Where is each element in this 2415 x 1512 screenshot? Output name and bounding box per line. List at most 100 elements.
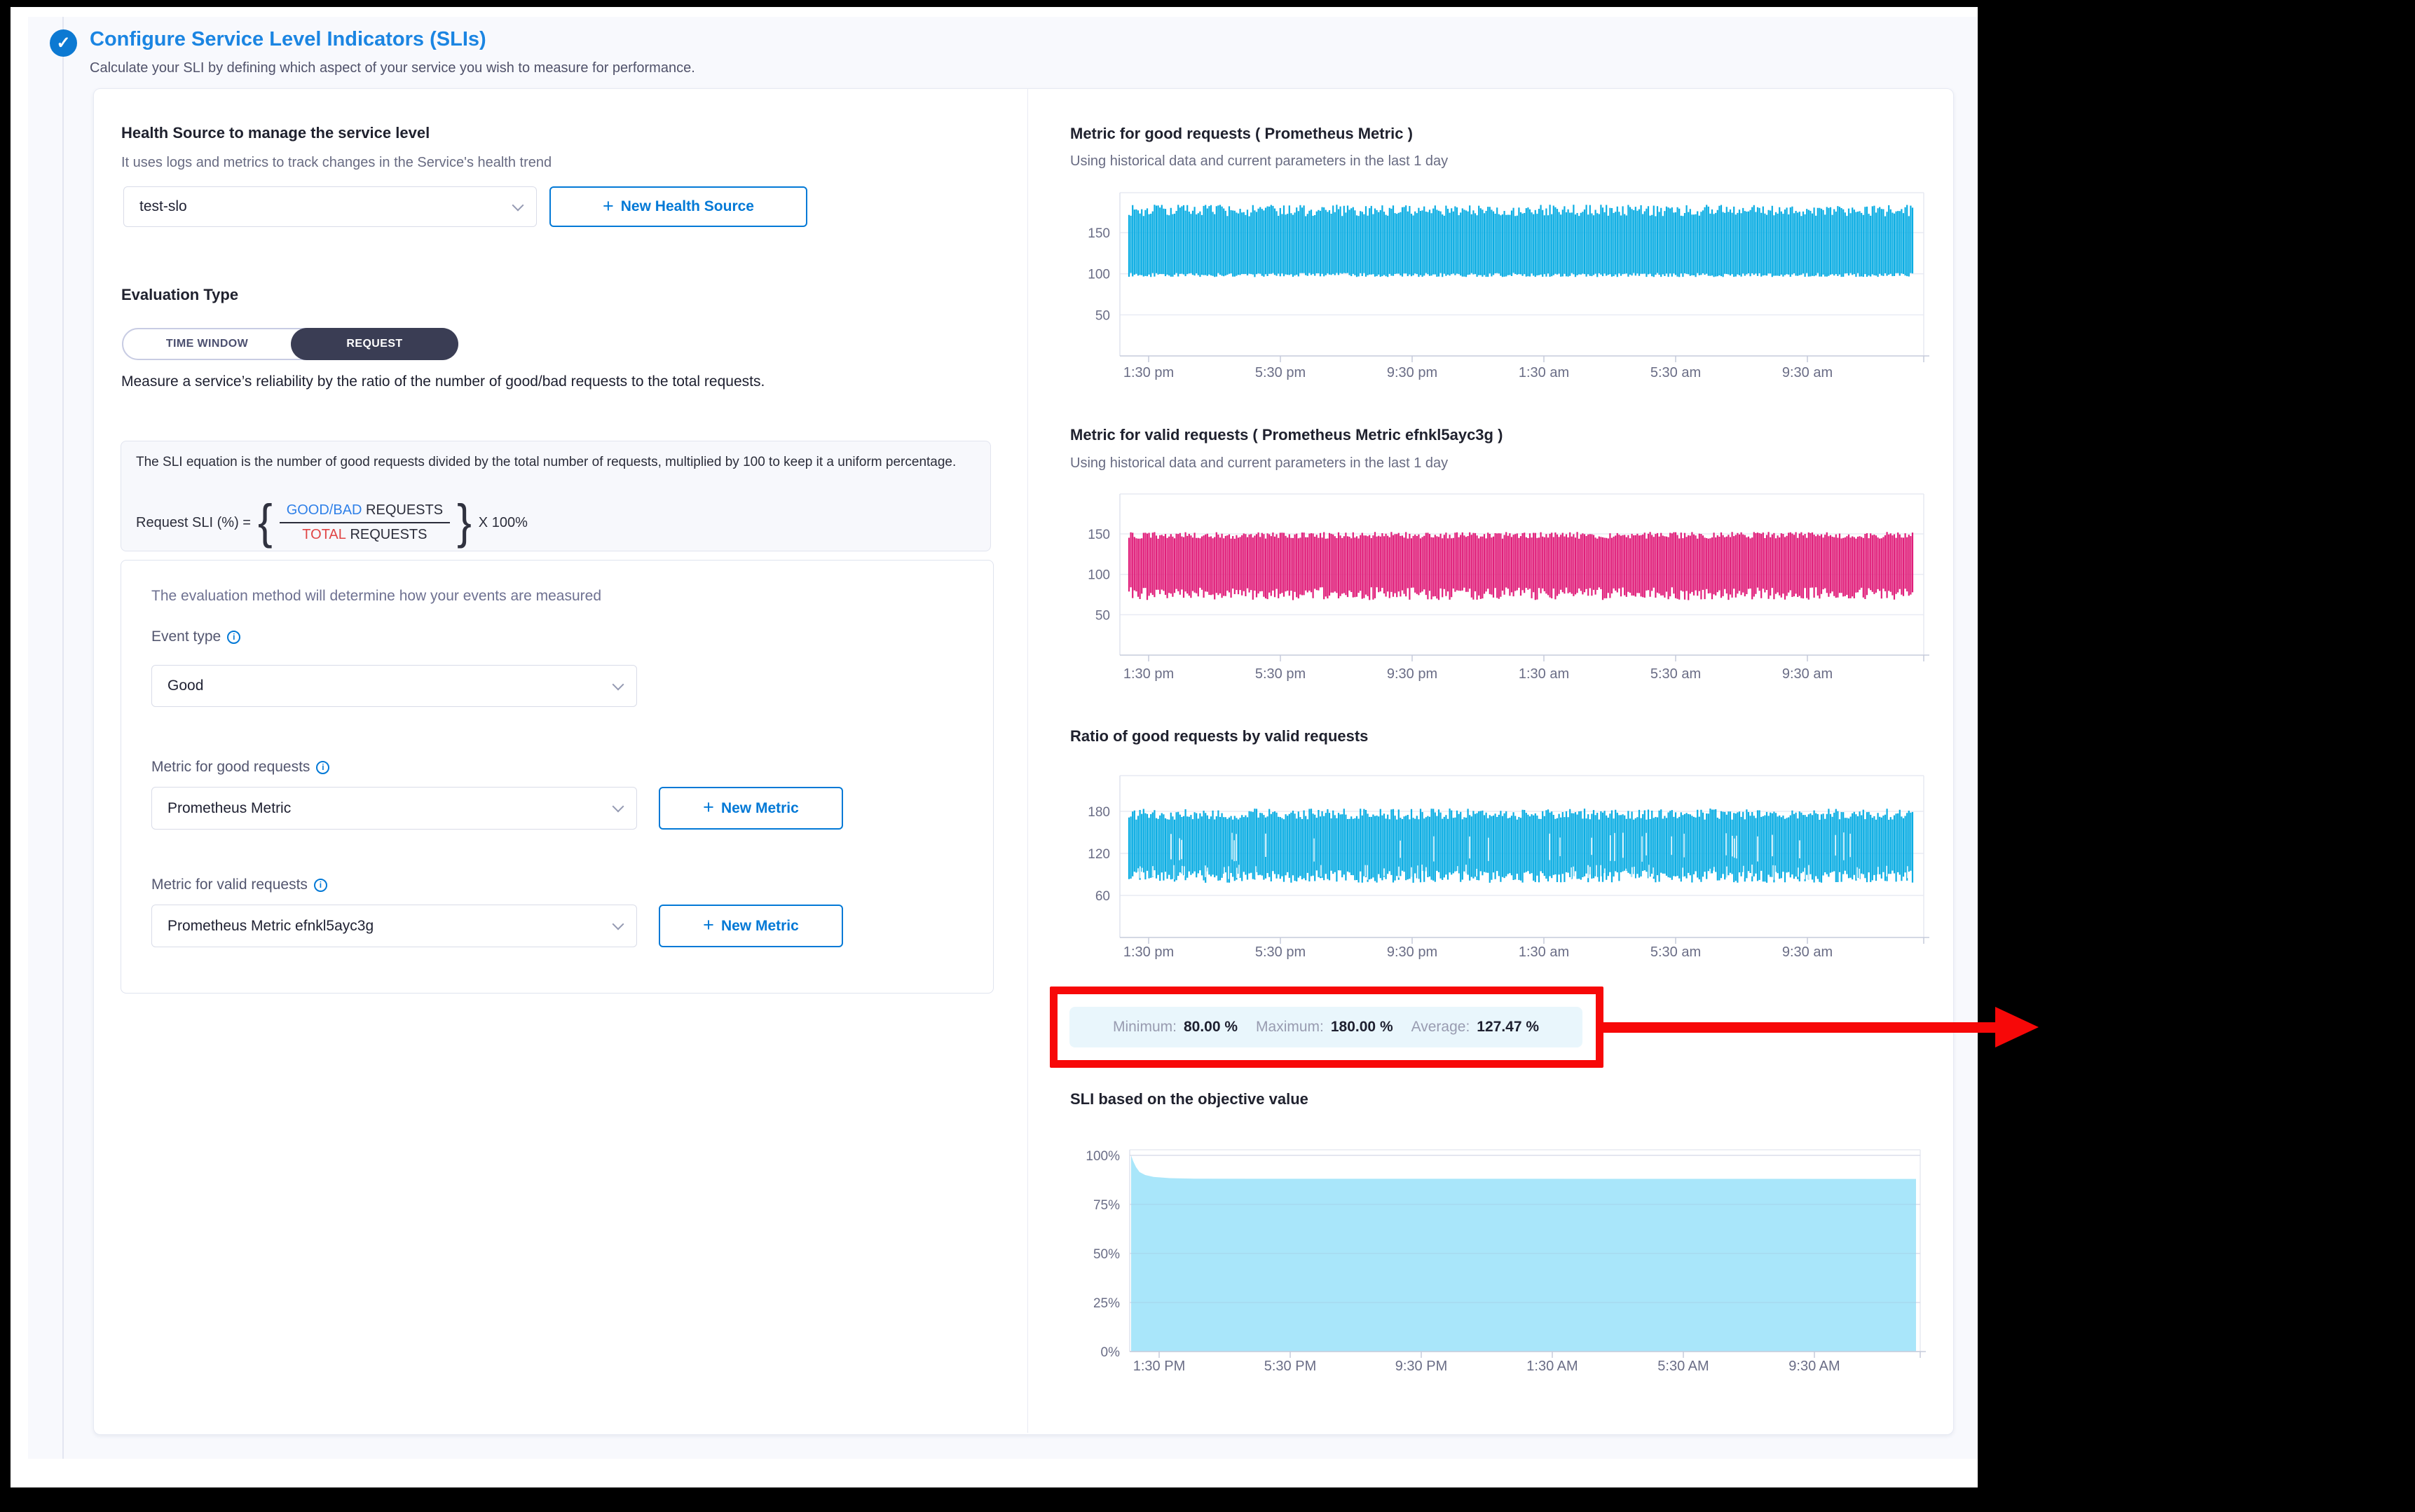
left-brace: { xyxy=(257,495,273,549)
stat-average: Average: 127.47 % xyxy=(1411,1019,1539,1036)
svg-text:5:30 pm: 5:30 pm xyxy=(1255,666,1306,682)
metric-valid-label-text: Metric for valid requests xyxy=(151,877,308,893)
svg-text:5:30 AM: 5:30 AM xyxy=(1657,1359,1709,1374)
denominator-highlight: TOTAL xyxy=(302,527,346,542)
numerator-highlight: GOOD/BAD xyxy=(286,502,362,518)
svg-text:9:30 pm: 9:30 pm xyxy=(1387,666,1437,682)
svg-text:9:30 am: 9:30 am xyxy=(1782,666,1833,682)
svg-text:1:30 am: 1:30 am xyxy=(1519,365,1569,380)
svg-text:1:30 pm: 1:30 pm xyxy=(1123,666,1174,682)
svg-text:60: 60 xyxy=(1095,889,1110,904)
average-value: 127.47 % xyxy=(1477,1019,1540,1035)
formula-numerator: GOOD/BAD REQUESTS xyxy=(279,502,451,523)
svg-text:1:30 am: 1:30 am xyxy=(1519,666,1569,682)
annotation-red-box xyxy=(1050,987,1603,1068)
ratio-stats-pill: Minimum: 80.00 % Maximum: 180.00 % Avera… xyxy=(1069,1007,1582,1047)
request-evaluation-description: Measure a service’s reliability by the r… xyxy=(121,373,765,390)
new-health-source-button[interactable]: + New Health Source xyxy=(549,186,807,227)
ratio-chart: 1:30 pm 5:30 pm 9:30 pm 1:30 am 5:30 am 9:30 … xyxy=(1088,775,1929,960)
card-column-divider xyxy=(1027,89,1028,1433)
metric-good-select[interactable]: Prometheus Metric xyxy=(151,787,637,830)
svg-text:9:30 pm: 9:30 pm xyxy=(1387,944,1437,960)
svg-text:9:30 am: 9:30 am xyxy=(1782,944,1833,960)
svg-text:1:30 am: 1:30 am xyxy=(1519,944,1569,960)
chevron-down-icon xyxy=(512,199,524,211)
info-icon[interactable]: i xyxy=(227,630,241,644)
new-metric-label: New Metric xyxy=(720,917,799,934)
formula-denominator: TOTAL REQUESTS xyxy=(302,523,427,543)
valid-requests-chart: 1:30 pm 5:30 pm 9:30 pm 1:30 am 5:30 am 9:30 … xyxy=(1088,493,1929,682)
new-health-source-label: New Health Source xyxy=(620,198,754,214)
svg-text:5:30 PM: 5:30 PM xyxy=(1264,1359,1316,1374)
svg-text:150: 150 xyxy=(1088,528,1110,542)
svg-text:1:30 pm: 1:30 pm xyxy=(1123,944,1174,960)
toggle-selected-pill xyxy=(291,328,458,360)
svg-text:120: 120 xyxy=(1088,847,1110,862)
svg-text:9:30 pm: 9:30 pm xyxy=(1387,365,1437,380)
svg-text:9:30 AM: 9:30 AM xyxy=(1788,1359,1840,1374)
step-complete-icon[interactable]: ✓ xyxy=(50,29,77,57)
svg-text:5:30 am: 5:30 am xyxy=(1650,944,1701,960)
page-title[interactable]: Configure Service Level Indicators (SLIs… xyxy=(90,28,486,50)
stat-maximum: Maximum: 180.00 % xyxy=(1256,1019,1393,1036)
valid-requests-chart-subtitle: Using historical data and current parame… xyxy=(1070,455,1449,471)
event-type-select[interactable]: Good xyxy=(151,665,637,707)
evaluation-type-toggle: TIME WINDOW REQUEST xyxy=(122,328,458,360)
metric-valid-label: Metric for valid requests i xyxy=(151,877,327,893)
svg-text:5:30 am: 5:30 am xyxy=(1650,365,1701,380)
good-requests-chart-subtitle: Using historical data and current parame… xyxy=(1070,153,1449,169)
svg-text:1:30 AM: 1:30 AM xyxy=(1526,1359,1578,1374)
svg-text:50%: 50% xyxy=(1093,1247,1120,1262)
svg-text:0%: 0% xyxy=(1101,1345,1121,1360)
formula-rhs: X 100% xyxy=(478,514,528,530)
maximum-label: Maximum: xyxy=(1256,1019,1324,1035)
evaluation-method-box: The evaluation method will determine how… xyxy=(121,560,994,994)
maximum-value: 180.00 % xyxy=(1330,1019,1393,1035)
good-requests-chart: 1:30 pm 5:30 pm 9:30 pm 1:30 am 5:30 am 9:30 … xyxy=(1088,192,1929,380)
formula-lhs: Request SLI (%) = xyxy=(136,514,251,530)
svg-text:75%: 75% xyxy=(1093,1198,1120,1213)
event-type-label-text: Event type xyxy=(151,628,221,645)
info-icon[interactable]: i xyxy=(316,760,330,774)
svg-text:25%: 25% xyxy=(1093,1296,1120,1311)
metric-good-label-text: Metric for good requests xyxy=(151,759,310,775)
plus-icon: + xyxy=(602,195,614,217)
sli-objective-chart: 1:30 PM 5:30 PM 9:30 PM 1:30 AM 5:30 AM 9:30 … xyxy=(1086,1149,1926,1374)
formula-fraction: GOOD/BAD REQUESTS TOTAL REQUESTS xyxy=(279,502,451,543)
svg-text:50: 50 xyxy=(1095,308,1110,323)
svg-text:9:30 PM: 9:30 PM xyxy=(1395,1359,1447,1374)
numerator-rest: REQUESTS xyxy=(366,502,444,518)
svg-text:5:30 pm: 5:30 pm xyxy=(1255,944,1306,960)
svg-text:100: 100 xyxy=(1088,568,1110,583)
check-icon: ✓ xyxy=(56,33,71,53)
minimum-label: Minimum: xyxy=(1112,1019,1177,1035)
new-metric-button-good[interactable]: + New Metric xyxy=(659,787,843,830)
svg-text:100%: 100% xyxy=(1086,1149,1120,1164)
new-metric-label: New Metric xyxy=(720,799,799,816)
annotation-arrow-line xyxy=(1601,1022,1998,1033)
svg-text:100: 100 xyxy=(1088,268,1110,282)
metric-valid-value: Prometheus Metric efnkl5ayc3g xyxy=(167,917,374,934)
sli-equation-formula: Request SLI (%) = { GOOD/BAD REQUESTS TO… xyxy=(136,497,528,548)
sli-equation-box: The SLI equation is the number of good r… xyxy=(121,441,991,551)
svg-text:50: 50 xyxy=(1095,608,1110,623)
chevron-down-icon xyxy=(612,678,624,690)
valid-requests-chart-title: Metric for valid requests ( Prometheus M… xyxy=(1070,426,1503,444)
toggle-option-request[interactable]: REQUEST xyxy=(346,338,403,350)
svg-text:1:30 PM: 1:30 PM xyxy=(1133,1359,1185,1374)
svg-text:5:30 am: 5:30 am xyxy=(1650,666,1701,682)
chevron-down-icon xyxy=(612,918,624,930)
info-icon[interactable]: i xyxy=(313,878,327,892)
health-source-select-value: test-slo xyxy=(139,198,187,214)
toggle-option-time-window[interactable]: TIME WINDOW xyxy=(165,338,249,350)
evaluation-method-note: The evaluation method will determine how… xyxy=(151,588,602,604)
metric-valid-select[interactable]: Prometheus Metric efnkl5ayc3g xyxy=(151,905,637,947)
svg-text:150: 150 xyxy=(1088,226,1110,241)
sli-equation-text: The SLI equation is the number of good r… xyxy=(136,455,957,469)
health-source-subtitle: It uses logs and metrics to track change… xyxy=(121,155,552,170)
plus-icon: + xyxy=(703,914,714,935)
stat-minimum: Minimum: 80.00 % xyxy=(1113,1019,1238,1036)
new-metric-button-valid[interactable]: + New Metric xyxy=(659,905,843,947)
health-source-select[interactable]: test-slo xyxy=(123,186,537,227)
